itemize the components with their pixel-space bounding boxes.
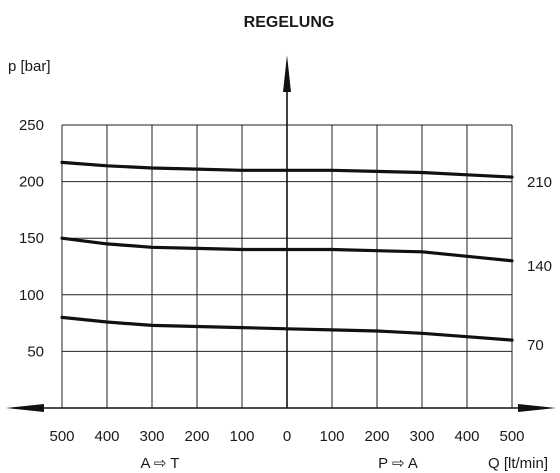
x-tick-label: 100 (319, 428, 344, 445)
x-tick-label: 0 (283, 428, 291, 445)
y-tick-labels: 50 100 150 200 250 (19, 117, 44, 360)
chart-title: REGELUNG (244, 14, 335, 31)
y-tick-label: 100 (19, 287, 44, 304)
y-tick-label: 200 (19, 174, 44, 191)
x-axis-arrow-left (6, 404, 44, 412)
x-axis-arrow-right (518, 404, 556, 412)
direction-label-a-to-t: A ⇨ T (141, 455, 180, 472)
series-label-70: 70 (527, 337, 544, 354)
y-tick-label: 250 (19, 117, 44, 134)
x-axis-label: Q [lt/min] (488, 455, 548, 472)
x-tick-label: 200 (364, 428, 389, 445)
series-end-labels: 210 140 70 (527, 174, 552, 354)
curve-210-bar (60, 160, 514, 179)
x-tick-label: 400 (454, 428, 479, 445)
curve-140-bar (60, 236, 514, 263)
curve-70-bar (60, 315, 514, 342)
y-axis-label: p [bar] (8, 58, 51, 75)
x-tick-label: 500 (499, 428, 524, 445)
x-tick-labels: 500 400 300 200 100 0 100 200 300 400 500 (49, 428, 524, 445)
x-tick-label: 100 (229, 428, 254, 445)
y-axis-arrow (283, 55, 291, 92)
series-label-140: 140 (527, 258, 552, 275)
x-tick-label: 400 (94, 428, 119, 445)
direction-label-p-to-a: P ⇨ A (378, 455, 418, 472)
x-tick-label: 200 (184, 428, 209, 445)
series-label-210: 210 (527, 174, 552, 191)
x-tick-label: 500 (49, 428, 74, 445)
x-tick-label: 300 (139, 428, 164, 445)
axes (6, 55, 556, 412)
y-tick-label: 150 (19, 230, 44, 247)
y-tick-label: 50 (27, 343, 44, 360)
pressure-curves (60, 160, 514, 342)
x-tick-label: 300 (409, 428, 434, 445)
